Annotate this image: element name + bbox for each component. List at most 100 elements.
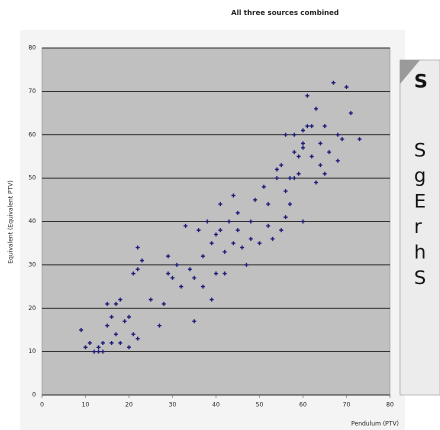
- y-tick-label: 10: [28, 348, 36, 355]
- point: [301, 128, 305, 133]
- point: [87, 340, 92, 345]
- point: [214, 271, 218, 276]
- point: [218, 228, 223, 233]
- callout-line: r: [414, 216, 422, 238]
- point: [305, 93, 310, 98]
- point: [127, 345, 131, 350]
- point: [274, 176, 279, 181]
- point: [183, 223, 188, 228]
- point: [283, 189, 288, 194]
- point: [96, 349, 101, 354]
- x-tick-label: 20: [125, 402, 133, 409]
- point: [127, 314, 131, 319]
- callout-heading: S: [414, 71, 428, 93]
- point: [200, 254, 205, 259]
- point: [148, 297, 153, 302]
- point: [305, 124, 310, 129]
- point: [135, 336, 140, 341]
- point: [135, 267, 140, 272]
- point: [279, 163, 284, 168]
- point: [327, 150, 332, 155]
- point: [187, 267, 192, 272]
- y-tick-label: 60: [28, 131, 36, 138]
- point: [279, 228, 284, 233]
- point: [266, 202, 271, 207]
- point: [118, 297, 123, 302]
- x-tick-label: 60: [299, 402, 307, 409]
- callout-line: h: [414, 242, 426, 264]
- x-tick-label: 70: [343, 402, 351, 409]
- point: [235, 228, 240, 233]
- point: [209, 297, 214, 302]
- point: [222, 271, 227, 276]
- point: [331, 80, 336, 85]
- point: [83, 345, 88, 350]
- point: [287, 202, 292, 207]
- point: [348, 111, 353, 116]
- point: [113, 301, 118, 306]
- point: [222, 249, 227, 254]
- chart-title: All three sources combined: [231, 9, 339, 17]
- point: [335, 132, 340, 137]
- point: [314, 106, 319, 111]
- point: [109, 314, 114, 319]
- point: [248, 236, 253, 241]
- y-tick-label: 40: [28, 218, 36, 225]
- point: [161, 301, 166, 306]
- point: [196, 228, 201, 233]
- point: [322, 124, 327, 129]
- point: [140, 258, 145, 263]
- x-tick-label: 40: [212, 402, 220, 409]
- point: [118, 340, 123, 345]
- point: [131, 271, 136, 276]
- x-axis-label: Pendulum (PTV): [351, 421, 399, 428]
- point: [105, 301, 110, 306]
- x-tick-label: 10: [82, 402, 90, 409]
- point: [335, 158, 340, 163]
- x-tick-label: 30: [169, 402, 177, 409]
- point: [322, 171, 327, 176]
- point: [231, 193, 236, 198]
- point: [105, 323, 110, 328]
- point: [314, 180, 319, 185]
- point: [244, 262, 249, 267]
- plot: 0 10 20 30 40 50 60 70 80 0 10 20 30 40 50 60 70 80: [28, 45, 394, 409]
- point: [344, 85, 349, 90]
- point: [92, 349, 97, 354]
- point: [122, 319, 127, 324]
- point: [231, 241, 236, 246]
- callout-box: [399, 59, 440, 396]
- y-axis-label: Equivalent (Equivalent PTV): [8, 180, 15, 264]
- y-tick-label: 50: [28, 175, 36, 182]
- point: [287, 176, 292, 181]
- callout-fold: [400, 60, 420, 84]
- point: [209, 241, 214, 246]
- point: [301, 141, 305, 146]
- point: [131, 332, 136, 337]
- point: [261, 184, 266, 189]
- point: [257, 241, 262, 246]
- point: [205, 219, 210, 224]
- point: [79, 327, 84, 332]
- point: [166, 254, 171, 259]
- point: [100, 340, 105, 345]
- point: [292, 150, 297, 155]
- point: [292, 132, 297, 137]
- point: [318, 163, 323, 168]
- callout-line: E: [414, 191, 426, 213]
- point: [296, 154, 301, 159]
- point: [214, 232, 218, 237]
- point: [270, 236, 275, 241]
- point: [166, 271, 171, 276]
- point: [240, 245, 245, 250]
- point: [135, 245, 140, 250]
- x-tick-label: 80: [386, 402, 394, 409]
- point: [292, 176, 297, 181]
- point: [253, 197, 258, 202]
- point: [218, 202, 223, 207]
- point: [96, 345, 101, 350]
- point: [301, 145, 305, 150]
